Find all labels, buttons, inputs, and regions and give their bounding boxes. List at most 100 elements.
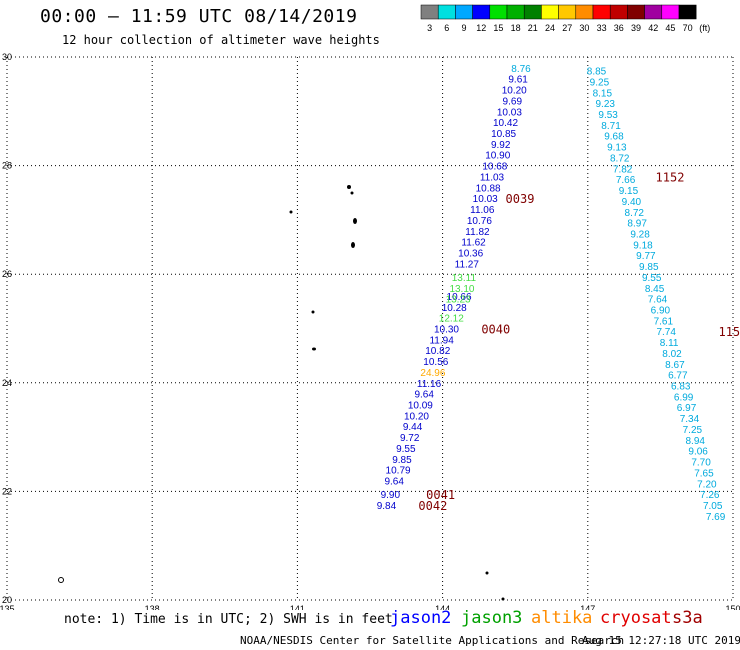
x-tick-label: 147 [580,604,595,610]
scale-label: 27 [562,23,572,33]
legend-s3a: s3a [672,608,703,628]
wave-height-label: 10.28 [442,303,467,314]
scale-label: 3 [427,23,432,33]
wave-height-label: 9.92 [491,140,511,151]
scale-label: 24 [545,23,555,33]
wave-height-label: 10.68 [482,162,507,173]
wave-height-label: 7.05 [703,501,723,512]
wave-height-label: 7.34 [680,414,700,425]
wave-height-label: 8.45 [645,284,665,295]
island-mark [289,210,293,214]
wave-height-label: 11.62 [461,238,486,249]
wave-height-label: 11.82 [465,227,490,238]
wave-height-label: 6.83 [671,382,691,393]
scale-label: 21 [528,23,538,33]
wave-height-label: 10.85 [491,129,516,140]
wave-height-label: 9.55 [396,444,416,455]
x-tick-label: 144 [435,604,450,610]
island-mark [58,577,64,583]
wave-height-label: 8.94 [686,436,706,447]
wave-height-label: 9.85 [392,455,412,466]
island-mark [353,218,357,224]
wave-height-label: 9.53 [598,110,618,121]
scale-label: (ft) [699,23,710,33]
wave-height-label: 8.02 [662,349,682,360]
wave-height-label: 10.76 [467,216,492,227]
legend-cryosat: cryosat [600,608,672,628]
footer-note: note: 1) Time is in UTC; 2) SWH is in fe… [64,612,393,627]
wave-height-label: 10.56 [423,357,448,368]
wave-height-label: 11.94 [429,335,454,346]
pass-time-label: 0039 [506,192,535,206]
wave-height-label: 7.74 [656,327,676,338]
wave-height-label: 9.06 [688,447,708,458]
y-tick-label: 28 [2,161,12,171]
scale-label: 70 [683,23,693,33]
color-scale-legend: 3 6 9 12 15 18 21 24 27 30 33 36 39 42 45 70 (ft) [420,4,710,33]
chart-subtitle: 12 hour collection of altimeter wave hei… [62,33,380,47]
chart-title: 00:00 – 11:59 UTC 08/14/2019 [40,6,358,27]
wave-height-label: 9.84 [377,501,397,512]
scale-label: 6 [444,23,449,33]
scale-label: 12 [476,23,486,33]
scale-label: 39 [631,23,641,33]
wave-height-label: 24.96 [420,368,445,379]
wave-height-label: 6.77 [668,371,688,382]
wave-height-label: 7.66 [616,175,636,186]
island-mark [501,597,505,601]
wave-height-label: 7.70 [691,458,711,469]
wave-height-label: 10.20 [502,86,527,97]
scale-label: 9 [461,23,466,33]
wave-height-label: 10.36 [458,248,483,259]
island-mark [311,310,315,314]
wave-height-label: 9.64 [414,390,434,401]
wave-height-label: 9.18 [633,240,653,251]
scale-label: 42 [648,23,658,33]
wave-height-label: 8.97 [627,219,647,230]
pass-time-label: 0042 [418,499,447,513]
wave-height-label: 7.64 [648,295,668,306]
wave-height-label: 7.25 [683,425,703,436]
wave-height-label: 13.11 [452,273,477,284]
wave-height-label: 8.11 [660,338,679,349]
wave-height-label: 10.88 [476,183,501,194]
wave-height-label: 10.03 [497,107,522,118]
island-mark [351,242,355,248]
legend-jason2: jason2 [390,608,452,628]
scale-label: 36 [614,23,624,33]
wave-height-label: 10.90 [485,151,510,162]
wave-height-label: 12.12 [439,314,464,325]
wave-height-label: 9.25 [590,77,610,88]
wave-height-label: 9.23 [595,99,615,110]
wave-height-label: 11.27 [455,259,480,270]
wave-height-label: 10.42 [493,118,518,129]
wave-height-label: 8.15 [593,88,613,99]
wave-height-label: 7.61 [654,316,674,327]
wave-height-label: 8.72 [610,153,630,164]
wave-height-label: 8.72 [625,208,645,219]
scale-label: 18 [511,23,521,33]
scale-label: 30 [579,23,589,33]
wave-height-label: 7.20 [697,479,717,490]
island-mark [485,571,489,575]
wave-height-label: 10.30 [434,325,459,336]
wave-height-label: 9.61 [508,75,528,86]
wave-height-label: 10.82 [425,346,450,357]
wave-height-label: 13.23 [446,295,471,306]
y-tick-label: 26 [2,269,12,279]
wave-height-label: 10.20 [404,411,429,422]
wave-height-label: 9.77 [636,251,656,262]
wave-height-label: 9.13 [607,143,627,154]
x-tick-label: 135 [0,604,15,610]
pass-time-label: 0040 [481,323,510,337]
y-tick-label: 22 [2,486,12,496]
wave-height-label: 8.76 [511,64,531,75]
x-tick-label: 138 [145,604,160,610]
y-tick-label: 30 [2,52,12,62]
wave-height-label: 8.85 [587,67,607,78]
scale-swatch [678,4,697,20]
wave-height-label: 9.44 [403,422,423,433]
wave-height-label: 7.65 [694,468,714,479]
wave-height-label: 8.67 [665,360,685,371]
wave-height-label: 13.10 [449,284,474,295]
